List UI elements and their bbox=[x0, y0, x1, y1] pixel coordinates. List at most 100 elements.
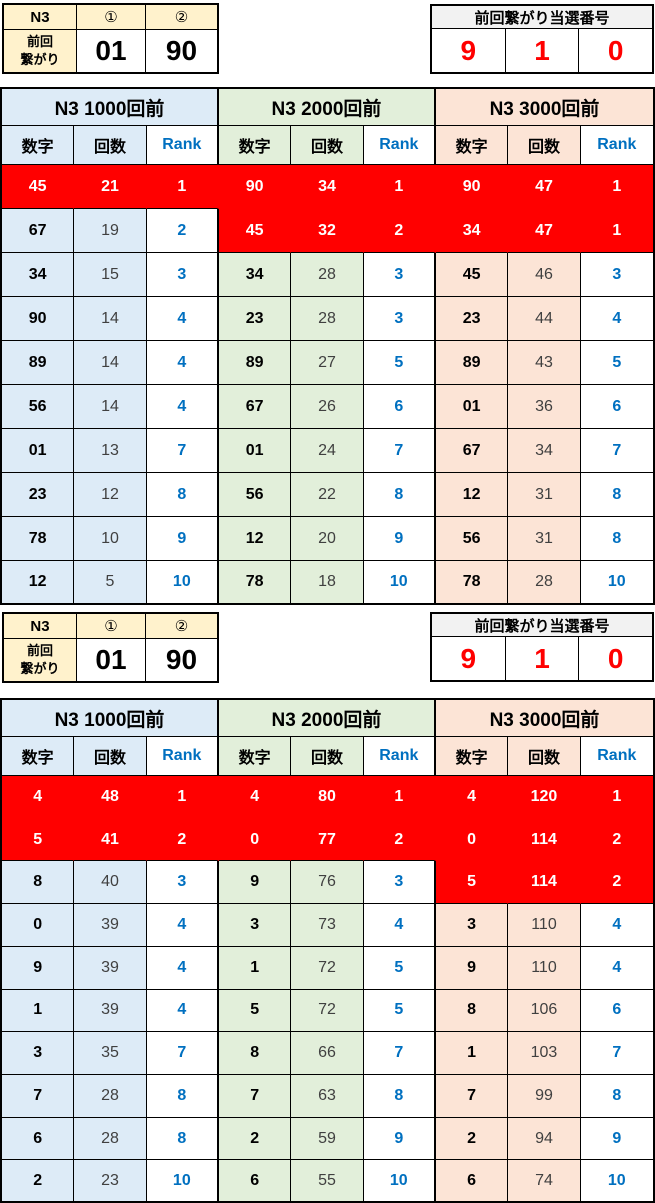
count-cell: 47 bbox=[508, 165, 581, 210]
rank-cell: 3 bbox=[146, 861, 219, 905]
count-cell: 39 bbox=[74, 946, 147, 990]
count-cell: 32 bbox=[291, 209, 364, 254]
rank-cell: 8 bbox=[580, 1075, 653, 1118]
rank-cell: 7 bbox=[580, 429, 653, 474]
link-table-header-row: N3 ① ② bbox=[4, 614, 217, 639]
link-table-value-row: 前回 繋がり 01 90 bbox=[4, 639, 217, 681]
winning-digit: 9 bbox=[432, 637, 506, 680]
count-cell: 74 bbox=[508, 1160, 581, 1201]
column-header: 回数 bbox=[74, 126, 147, 165]
column-header: 回数 bbox=[74, 737, 147, 776]
digit-cell: 2 bbox=[2, 1160, 75, 1201]
digit-cell: 67 bbox=[435, 429, 509, 474]
digit-cell: 45 bbox=[435, 253, 509, 298]
digit-cell: 78 bbox=[218, 561, 292, 603]
table-row: 45 21 1 90 34 1 90 47 1 bbox=[2, 165, 653, 210]
count-cell: 59 bbox=[291, 1117, 364, 1161]
digit-cell: 01 bbox=[2, 429, 75, 474]
column-header: 数字 bbox=[2, 737, 75, 776]
digit-cell: 0 bbox=[435, 818, 509, 862]
column-header: 数字 bbox=[2, 126, 75, 165]
winning-number-box: 前回繋がり当選番号 9 1 0 bbox=[430, 4, 654, 74]
rank-cell: 3 bbox=[146, 253, 219, 298]
rank-cell: 9 bbox=[580, 1117, 653, 1161]
count-cell: 27 bbox=[291, 341, 364, 386]
column-header: Rank bbox=[146, 737, 219, 776]
count-cell: 21 bbox=[74, 165, 147, 210]
count-cell: 76 bbox=[291, 861, 364, 905]
count-cell: 55 bbox=[291, 1160, 364, 1201]
count-cell: 44 bbox=[508, 297, 581, 342]
rank-cell: 5 bbox=[363, 341, 436, 386]
rank-cell: 7 bbox=[146, 1032, 219, 1076]
digit-cell: 1 bbox=[435, 1032, 509, 1076]
column-header: 数字 bbox=[435, 126, 509, 165]
rank-cell: 2 bbox=[146, 818, 219, 862]
digit-cell: 1 bbox=[218, 946, 292, 990]
digit-cell: 7 bbox=[435, 1075, 509, 1118]
digit-cell: 34 bbox=[435, 209, 509, 254]
count-cell: 14 bbox=[74, 341, 147, 386]
rank-cell: 9 bbox=[363, 1117, 436, 1161]
digit-cell: 45 bbox=[218, 209, 292, 254]
table-row: 9 39 4 1 72 5 9 110 4 bbox=[2, 946, 653, 990]
table-row: 5 41 2 0 77 2 0 114 2 bbox=[2, 818, 653, 862]
rank-cell: 2 bbox=[363, 209, 436, 254]
link-table-col1-header: ① bbox=[77, 5, 146, 30]
count-cell: 63 bbox=[291, 1075, 364, 1118]
digit-cell: 56 bbox=[435, 517, 509, 562]
rank-cell: 10 bbox=[146, 1160, 219, 1201]
table-row: 4 48 1 4 80 1 4 120 1 bbox=[2, 776, 653, 819]
group-title: N3 1000回前 bbox=[2, 89, 219, 126]
group-title: N3 3000回前 bbox=[435, 700, 653, 737]
rank-cell: 1 bbox=[580, 165, 653, 210]
table-row: 01 13 7 01 24 7 67 34 7 bbox=[2, 429, 653, 474]
column-header: 数字 bbox=[218, 737, 292, 776]
digit-cell: 5 bbox=[218, 989, 292, 1033]
rank-cell: 7 bbox=[363, 429, 436, 474]
link-table-col2-header: ② bbox=[146, 614, 217, 639]
rank-cell: 10 bbox=[146, 561, 219, 603]
count-cell: 66 bbox=[291, 1032, 364, 1076]
rank-cell: 2 bbox=[363, 818, 436, 862]
count-cell: 28 bbox=[508, 561, 581, 603]
digit-cell: 90 bbox=[2, 297, 75, 342]
digit-cell: 9 bbox=[218, 861, 292, 905]
rank-cell: 1 bbox=[580, 209, 653, 254]
digit-cell: 89 bbox=[2, 341, 75, 386]
digit-cell: 3 bbox=[435, 904, 509, 947]
digit-cell: 01 bbox=[435, 385, 509, 430]
count-cell: 34 bbox=[291, 165, 364, 210]
digit-cell: 7 bbox=[218, 1075, 292, 1118]
digit-cell: 6 bbox=[435, 1160, 509, 1201]
rank-cell: 8 bbox=[146, 1075, 219, 1118]
frequency-table-grid: N3 1000回前 N3 2000回前 N3 3000回前 数字 回数 Rank 数字 回数 R… bbox=[2, 700, 653, 1201]
count-cell: 72 bbox=[291, 946, 364, 990]
count-cell: 10 bbox=[74, 517, 147, 562]
rank-cell: 4 bbox=[146, 341, 219, 386]
rank-cell: 5 bbox=[580, 341, 653, 386]
link-table-col1-header: ① bbox=[77, 614, 146, 639]
count-cell: 20 bbox=[291, 517, 364, 562]
rank-cell: 7 bbox=[363, 1032, 436, 1076]
winning-digits-row: 9 1 0 bbox=[432, 29, 652, 72]
count-cell: 106 bbox=[508, 989, 581, 1033]
digit-cell: 23 bbox=[2, 473, 75, 518]
rank-cell: 6 bbox=[363, 385, 436, 430]
winning-digit: 1 bbox=[506, 637, 580, 680]
digit-cell: 12 bbox=[435, 473, 509, 518]
rank-cell: 4 bbox=[146, 946, 219, 990]
table-row: 90 14 4 23 28 3 23 44 4 bbox=[2, 297, 653, 342]
rank-cell: 8 bbox=[363, 1075, 436, 1118]
digit-cell: 90 bbox=[435, 165, 509, 210]
winning-digits-row: 9 1 0 bbox=[432, 637, 652, 680]
column-header: Rank bbox=[580, 126, 653, 165]
digit-cell: 9 bbox=[435, 946, 509, 990]
digit-cell: 8 bbox=[218, 1032, 292, 1076]
link-value-1: 01 bbox=[77, 30, 146, 72]
count-cell: 36 bbox=[508, 385, 581, 430]
group-title: N3 1000回前 bbox=[2, 700, 219, 737]
winning-digit: 9 bbox=[432, 29, 506, 72]
count-cell: 28 bbox=[291, 253, 364, 298]
count-cell: 28 bbox=[74, 1075, 147, 1118]
